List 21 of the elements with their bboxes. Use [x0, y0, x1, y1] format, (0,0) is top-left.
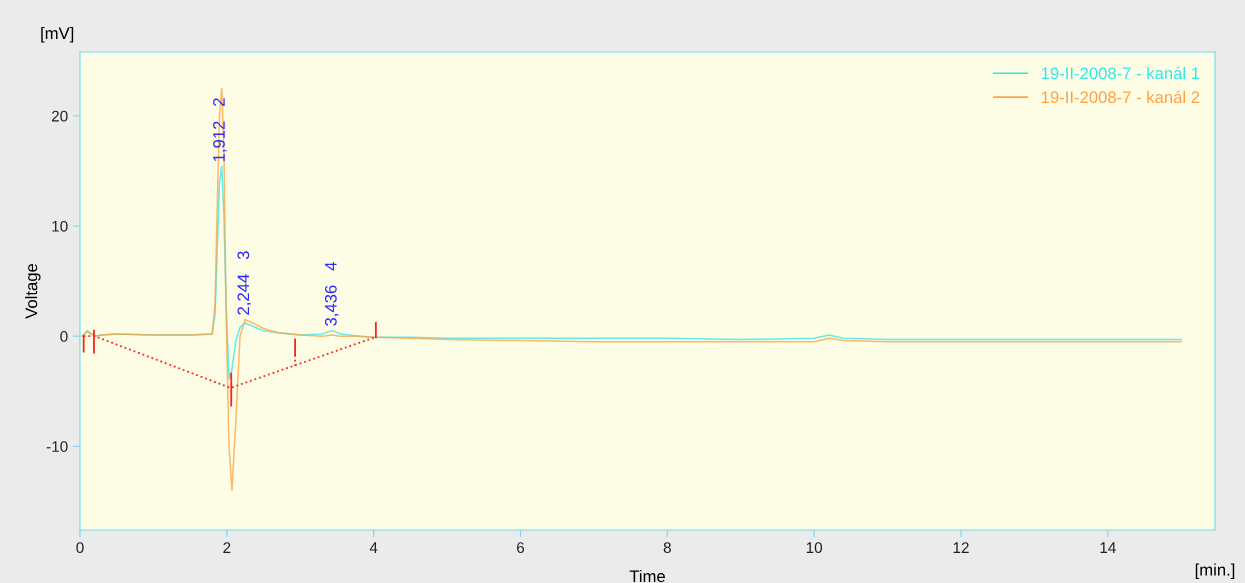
y-tick-label: 20 — [51, 110, 68, 122]
y-tick-label: 10 — [52, 220, 68, 232]
x-tick-label: 0 — [76, 542, 84, 554]
y-tick-label: -10 — [46, 441, 68, 452]
x-tick-label: 2 — [223, 542, 231, 553]
x-tick-label: 10 — [806, 542, 823, 554]
legend-label: 19-II-2008-7 - kanál 2 — [1041, 90, 1200, 104]
x-tick-label: 14 — [1100, 542, 1116, 553]
text: [mV] — [41, 26, 74, 43]
x-tick-label: 4 — [369, 542, 378, 553]
annotation: 1,912 2 — [213, 98, 227, 162]
legend-label: 19-II-2008-7 - kanál 1 — [1041, 66, 1200, 80]
annotation: 3,436 4 — [324, 262, 339, 326]
x-tick-label: 12 — [953, 542, 969, 553]
x-axis-title: Time — [629, 569, 665, 583]
y-tick-label: 0 — [60, 331, 68, 342]
x-tick-label: 8 — [663, 542, 671, 554]
annotation: 2,244 3 — [237, 251, 252, 315]
text: [min.] — [1195, 563, 1235, 579]
x-tick-label: 6 — [517, 542, 525, 554]
y-axis-title: Voltage — [25, 263, 41, 319]
